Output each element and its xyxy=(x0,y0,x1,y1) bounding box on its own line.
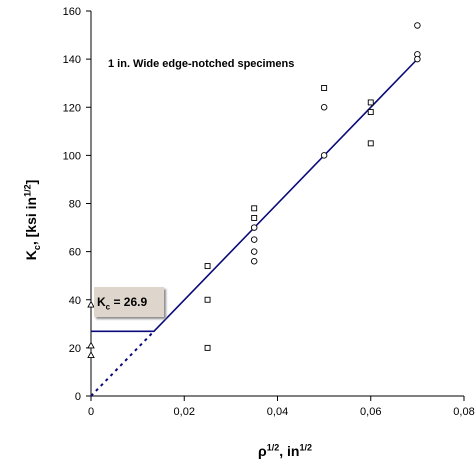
y-tick-label: 0 xyxy=(75,391,81,403)
x-tick-label: 0,04 xyxy=(267,406,288,418)
kc-box-main: K xyxy=(97,295,106,309)
y-tick-label: 60 xyxy=(69,247,81,259)
tick-labels: 0 20 40 60 80 100 120 140 160 0 0,02 0,04 0,06 0,08 xyxy=(63,6,475,418)
fit-line-dashed xyxy=(90,330,155,397)
data-point-circle xyxy=(320,103,328,111)
fit-lines xyxy=(90,58,418,397)
y-tick-label: 140 xyxy=(63,54,81,66)
data-point-square xyxy=(367,140,374,147)
y-tick-label: 120 xyxy=(63,102,81,114)
data-point-circle xyxy=(414,22,421,29)
x-axis-title-sup: 1/2 xyxy=(266,442,280,453)
data-point-triangle xyxy=(87,341,95,349)
data-point-triangle xyxy=(87,351,95,359)
data-point-circle xyxy=(250,224,258,231)
data-point-square xyxy=(204,296,211,303)
y-tick-label: 20 xyxy=(69,343,81,355)
x-axis-title-unit: , in xyxy=(279,443,300,459)
y-axis-title-main: K xyxy=(23,250,39,261)
y-tick-label: 40 xyxy=(69,295,81,307)
x-tick-label: 0,02 xyxy=(174,406,195,418)
y-tick-label: 100 xyxy=(63,150,81,162)
data-point-circle xyxy=(250,258,258,265)
y-axis-title-unit: , [ksi in xyxy=(23,196,39,246)
kc-box-sub: c xyxy=(105,302,111,312)
data-points xyxy=(87,22,421,359)
data-point-square xyxy=(204,263,211,270)
data-point-square xyxy=(251,214,258,221)
data-point-circle xyxy=(320,152,328,159)
data-point-square xyxy=(367,109,374,116)
data-point-square xyxy=(251,205,258,212)
data-point-circle xyxy=(250,248,258,255)
x-tick-label: 0,06 xyxy=(360,406,381,418)
fit-line xyxy=(91,58,418,333)
data-point-square xyxy=(321,85,328,91)
x-axis-title: ρ1/2, in1/2 xyxy=(258,443,312,459)
data-point-triangle xyxy=(87,300,95,308)
y-axis-title-close: ] xyxy=(23,179,39,185)
kc-box-value: = 26.9 xyxy=(110,295,148,309)
x-axis-title-main: ρ xyxy=(258,443,267,459)
y-tick-label: 80 xyxy=(69,199,81,211)
y-axis-title-unit-sup: 1/2 xyxy=(22,184,33,197)
data-point-circle xyxy=(414,55,421,63)
y-axis-title: Kc, [ksi in1/2] xyxy=(22,179,42,261)
y-tick-label: 160 xyxy=(63,6,81,18)
data-point-square xyxy=(367,99,374,106)
y-axis-title-sub: c xyxy=(31,245,42,251)
x-tick-label: 0 xyxy=(88,406,94,418)
kc-annotation-box: Kc = 26.9 xyxy=(94,287,164,317)
data-point-circle xyxy=(250,236,258,243)
x-axis-title-unit-sup: 1/2 xyxy=(299,442,312,453)
x-tick-label: 0,08 xyxy=(453,406,474,418)
chart-annotation: 1 in. Wide edge-notched specimens xyxy=(108,58,295,70)
data-point-square xyxy=(204,344,211,351)
